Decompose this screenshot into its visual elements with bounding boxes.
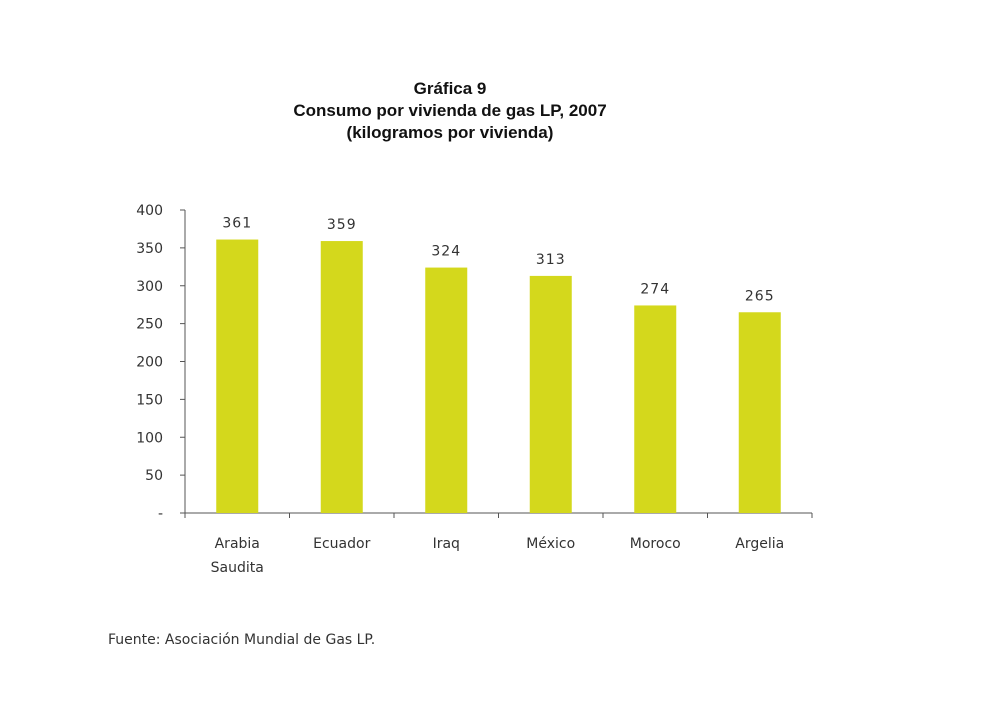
bar-data-label: 313 [536,252,566,268]
chart-subtitle: Consumo por vivienda de gas LP, 2007 [293,101,607,120]
bar [529,275,572,513]
bar-data-label: 265 [745,288,775,304]
y-tick-label: 200 [136,355,163,371]
chart-axes: - 50 100 150 200 250 300 350 400 [136,203,813,522]
y-tick-label: - [158,506,163,522]
y-tick-label: 150 [136,392,163,408]
x-category-label-line: Saudita [211,560,264,576]
x-category-label-line: Arabia [215,536,260,552]
x-category-label-line: Ecuador [313,536,370,552]
x-category-label-line: México [526,536,575,552]
x-category-label-line: Moroco [630,536,681,552]
y-tick-label: 300 [136,279,163,295]
y-tick-label: 50 [145,468,163,484]
chart-title-block: Gráfica 9 Consumo por vivienda de gas LP… [0,78,900,144]
bar-data-label: 324 [431,244,461,260]
bar [425,267,468,513]
bar-data-label: 359 [327,217,357,233]
x-category-label: Arabia Saudita [211,536,264,576]
x-category-label: México [526,536,575,552]
y-tick-label: 100 [136,430,163,446]
x-category-label: Iraq [433,536,460,552]
bar [320,241,363,513]
chart-title: Gráfica 9 [413,79,487,98]
y-tick-label: 400 [136,203,163,219]
chart-labels: 361 Arabia Saudita 359 Ecuador 324 Iraq 313 Méxi… [211,216,785,576]
bar [634,305,677,513]
chart-unit-note: (kilogramos por vivienda) [346,123,554,142]
y-tick-label: 350 [136,241,163,257]
source-note: Fuente: Asociación Mundial de Gas LP. [108,632,376,648]
bar [738,312,781,513]
y-tick-label: 250 [136,317,163,333]
x-category-label-line: Argelia [735,536,784,552]
x-category-label: Moroco [630,536,681,552]
bar-data-label: 361 [222,216,252,232]
chart-bars [216,239,781,514]
bar-data-label: 274 [640,281,670,297]
x-category-label: Argelia [735,536,784,552]
x-category-label-line: Iraq [433,536,460,552]
bar [216,239,259,514]
x-category-label: Ecuador [313,536,370,552]
